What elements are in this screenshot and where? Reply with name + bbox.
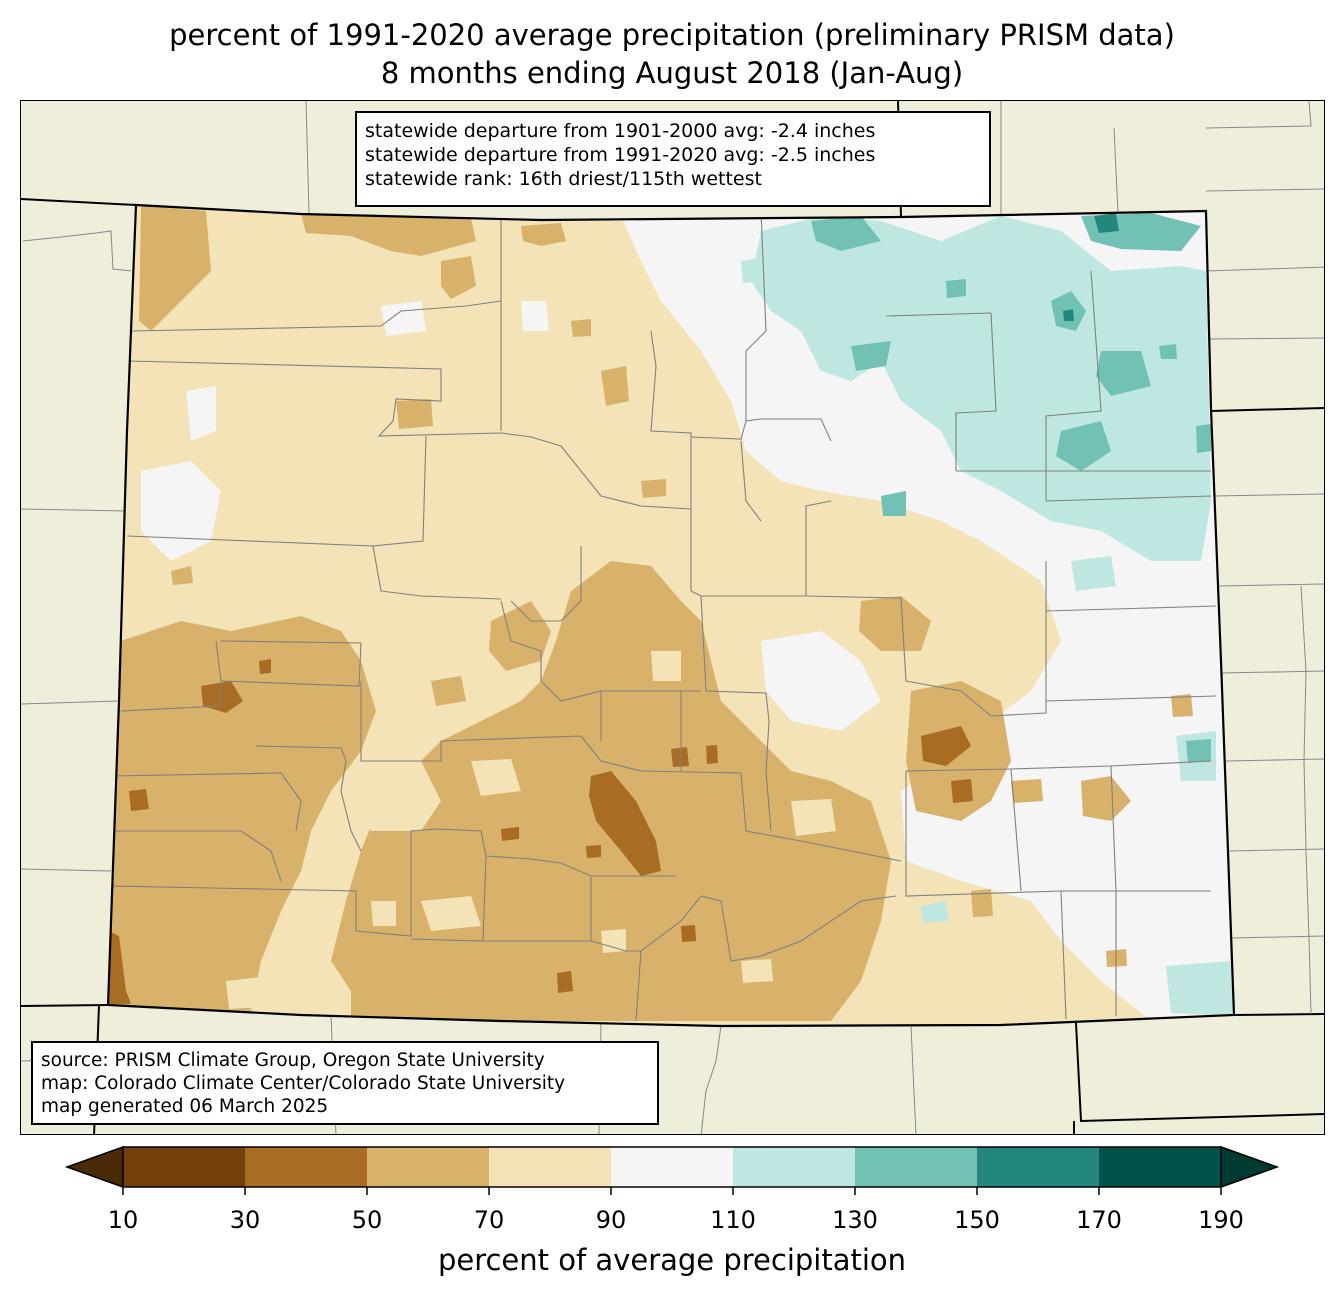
map-title: percent of 1991-2020 average precipitati… xyxy=(169,18,1175,52)
colorbar-segment xyxy=(123,1147,246,1187)
colorbar-over-arrow xyxy=(1220,1145,1280,1189)
colorbar-segment xyxy=(489,1147,612,1187)
source-generated-date: map generated 06 March 2025 xyxy=(41,1096,329,1117)
county-lines xyxy=(108,210,1217,1022)
colorbar-under-arrow xyxy=(64,1145,124,1189)
colorbar-tick-label: 190 xyxy=(1198,1206,1244,1234)
colorbar-segment xyxy=(367,1147,490,1187)
stats-departure-1991-2020: statewide departure from 1991-2020 avg: … xyxy=(365,144,876,166)
precipitation-map xyxy=(21,101,1324,1134)
neighbor-county-lines xyxy=(21,101,1324,1134)
colorbar-tick-label: 30 xyxy=(229,1206,261,1234)
stats-rank: statewide rank: 16th driest/115th wettes… xyxy=(365,168,762,190)
colorbar-segment xyxy=(1099,1147,1222,1187)
source-prism: source: PRISM Climate Group, Oregon Stat… xyxy=(41,1050,545,1071)
colorado-state-border xyxy=(106,203,1236,1028)
colorbar-tick-label: 10 xyxy=(107,1206,139,1234)
colorbar-tick-label: 70 xyxy=(473,1206,505,1234)
precipitation-field xyxy=(108,205,1234,1026)
colorbar xyxy=(64,1145,1280,1195)
colorbar-segment xyxy=(977,1147,1100,1187)
statewide-stats-box: statewide departure from 1901-2000 avg: … xyxy=(355,111,991,207)
colorbar-segment xyxy=(855,1147,978,1187)
source-box: source: PRISM Climate Group, Oregon Stat… xyxy=(31,1041,659,1125)
source-map-credit: map: Colorado Climate Center/Colorado St… xyxy=(41,1073,566,1094)
colorbar-segment xyxy=(245,1147,368,1187)
colorbar-label: percent of average precipitation xyxy=(437,1243,907,1277)
colorbar-tick-label: 50 xyxy=(351,1206,383,1234)
colorbar-segment xyxy=(611,1147,734,1187)
colorbar-tick-label: 170 xyxy=(1076,1206,1122,1234)
colorbar-tick-label: 110 xyxy=(710,1206,756,1234)
colorbar-outline xyxy=(122,1146,1222,1188)
map-subtitle: 8 months ending August 2018 (Jan-Aug) xyxy=(380,56,964,90)
stats-departure-1901-2000: statewide departure from 1901-2000 avg: … xyxy=(365,120,876,142)
colorbar-segment xyxy=(733,1147,856,1187)
map-frame xyxy=(20,100,1325,1135)
colorbar-tick-label: 90 xyxy=(595,1206,627,1234)
colorbar-tick-label: 130 xyxy=(832,1206,878,1234)
colorbar-tick-label: 150 xyxy=(954,1206,1000,1234)
